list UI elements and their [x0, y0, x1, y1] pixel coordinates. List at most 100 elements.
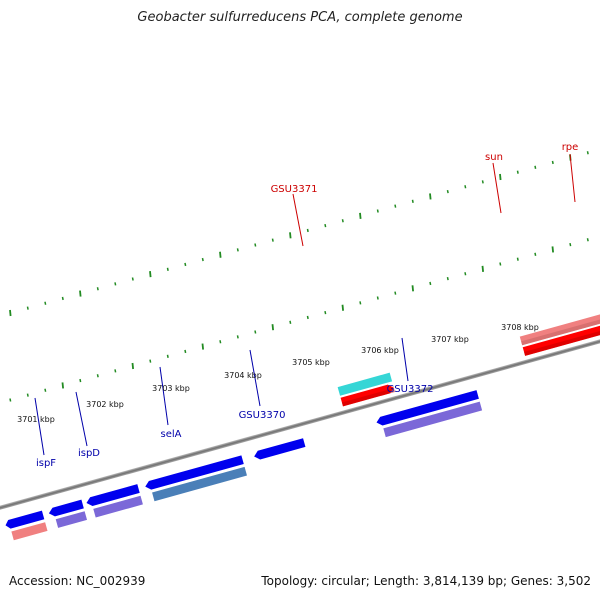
gene-labels: GSU3371 sun rpe ispF ispD selA GSU3370 G… [36, 142, 578, 469]
major-tick-mark [341, 304, 344, 311]
kbp-label-3702: 3702 kbp [86, 400, 124, 409]
gene-label-sela[interactable]: selA [161, 429, 182, 440]
gene-label-gsu3372[interactable]: GSU3372 [387, 384, 434, 395]
minor-tick-mark [236, 335, 239, 339]
gene-label-gsu3370[interactable]: GSU3370 [239, 410, 286, 421]
minor-tick-mark [324, 223, 327, 228]
minor-tick-mark [96, 374, 99, 378]
minor-tick-mark [586, 151, 589, 155]
feature-ispd[interactable] [85, 484, 143, 519]
kbp-label-3701: 3701 kbp [17, 415, 55, 424]
minor-tick-mark [481, 180, 484, 184]
minor-tick-mark [359, 301, 362, 305]
kbp-label-3708: 3708 kbp [501, 323, 539, 332]
gene-label-rpe[interactable]: rpe [562, 142, 579, 153]
accession-text: Accession: NC_002939 [9, 574, 146, 588]
major-tick-mark [289, 232, 292, 239]
minor-tick-mark [569, 242, 572, 247]
minor-tick-mark [551, 160, 554, 165]
minor-tick-mark [499, 262, 502, 266]
kbp-label-3704: 3704 kbp [224, 371, 262, 380]
minor-tick-mark [184, 349, 187, 354]
minor-tick-mark [376, 209, 379, 213]
minor-tick-mark [534, 165, 537, 169]
minor-tick-mark [26, 306, 29, 310]
major-tick-mark [219, 251, 222, 258]
gene-label-gsu3371[interactable]: GSU3371 [271, 184, 318, 195]
minor-tick-mark [376, 296, 379, 300]
minor-tick-mark [114, 282, 117, 286]
minor-tick-mark [26, 393, 29, 397]
outer-tick-ring [9, 151, 589, 317]
minor-tick-mark [271, 238, 274, 242]
minor-tick-mark [184, 262, 187, 267]
minor-tick-mark [464, 185, 467, 189]
minor-tick-mark [289, 320, 292, 324]
minor-tick-mark [306, 228, 309, 233]
minor-tick-mark [429, 281, 432, 286]
minor-tick-mark [411, 199, 414, 203]
map-title: Geobacter sulfurreducens PCA, complete g… [137, 10, 463, 25]
inner-tick-ring [9, 238, 589, 402]
minor-tick-mark [254, 243, 257, 247]
major-tick-mark [551, 246, 554, 253]
minor-tick-mark [96, 287, 99, 291]
minor-tick-mark [236, 248, 239, 252]
genome-backbone [0, 312, 600, 520]
kbp-label-3707: 3707 kbp [431, 335, 469, 344]
minor-tick-mark [464, 272, 467, 276]
minor-tick-mark [341, 219, 344, 223]
major-tick-mark [429, 193, 432, 200]
major-tick-mark [271, 324, 274, 331]
major-tick-mark [79, 290, 82, 297]
minor-tick-mark [586, 238, 589, 242]
minor-tick-mark [534, 252, 537, 256]
major-tick-mark [359, 212, 362, 219]
minor-tick-mark [516, 170, 519, 174]
gene-label-sun[interactable]: sun [485, 152, 503, 163]
feature-gsu3371[interactable] [337, 372, 396, 407]
minor-tick-mark [131, 277, 134, 281]
minor-tick-mark [44, 301, 47, 305]
feature-gsu3372[interactable] [375, 390, 483, 438]
minor-tick-mark [516, 257, 519, 261]
major-tick-mark [481, 265, 484, 272]
reverse-features [4, 390, 483, 542]
minor-tick-mark [254, 330, 257, 334]
feature-ispf-left[interactable] [4, 510, 48, 542]
feature-sela[interactable] [144, 455, 247, 502]
kbp-label-3703: 3703 kbp [152, 384, 190, 393]
minor-tick-mark [446, 276, 449, 281]
major-tick-mark [149, 271, 152, 278]
minor-tick-mark [219, 340, 222, 344]
minor-tick-mark [394, 204, 397, 208]
major-tick-mark [411, 285, 414, 292]
feature-gsu3370[interactable] [253, 438, 306, 461]
gene-label-ispf[interactable]: ispF [36, 458, 56, 469]
kbp-scale-labels: 3701 kbp 3702 kbp 3703 kbp 3704 kbp 3705… [17, 323, 539, 424]
minor-tick-mark [44, 388, 47, 392]
feature-ispf[interactable] [48, 499, 88, 530]
major-tick-mark [131, 362, 134, 370]
minor-tick-mark [114, 369, 117, 373]
minor-tick-mark [201, 257, 204, 262]
gene-label-ispd[interactable]: ispD [78, 448, 100, 459]
forward-features [337, 309, 600, 407]
minor-tick-mark [394, 291, 397, 295]
kbp-label-3705: 3705 kbp [292, 358, 330, 367]
gene-label-lines [34, 153, 576, 456]
major-tick-mark [61, 382, 64, 389]
minor-tick-mark [306, 315, 309, 320]
feature-sun[interactable] [519, 309, 600, 356]
genome-summary-text: Topology: circular; Length: 3,814,139 bp… [261, 574, 591, 588]
minor-tick-mark [9, 398, 12, 402]
kbp-label-3706: 3706 kbp [361, 346, 399, 355]
major-tick-mark [9, 309, 12, 317]
minor-tick-mark [446, 189, 449, 194]
minor-tick-mark [166, 354, 169, 358]
minor-tick-mark [166, 267, 169, 271]
minor-tick-mark [324, 310, 327, 315]
major-tick-mark [499, 173, 502, 181]
minor-tick-mark [79, 378, 82, 383]
